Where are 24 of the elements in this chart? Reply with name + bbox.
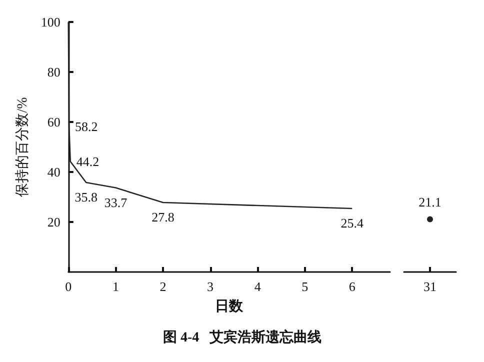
x-tick-label: 4 <box>254 279 262 294</box>
y-axis-title: 保持的百分数/% <box>14 96 30 197</box>
x-axis-title: 日数 <box>215 298 244 314</box>
data-label: 33.7 <box>104 194 128 210</box>
data-label: 35.8 <box>74 190 98 204</box>
data-label: 25.4 <box>340 216 364 230</box>
x-tick-label: 5 <box>302 279 308 294</box>
x-tick-label: 1 <box>112 279 119 294</box>
y-tick-label: 40 <box>47 164 60 180</box>
y-tick-label: 20 <box>47 214 60 230</box>
data-label: 21.1 <box>418 194 442 210</box>
y-tick-label: 60 <box>47 114 60 130</box>
y-tick-label: 80 <box>47 64 60 80</box>
y-tick-label: 100 <box>40 14 60 30</box>
x-tick-label: 6 <box>348 279 356 294</box>
x-tick-label: 0 <box>65 279 72 294</box>
x-tick-label: 3 <box>207 279 214 294</box>
text: 图 4-4 艾宾浩斯遗忘曲线 <box>163 328 322 346</box>
data-label: 58.2 <box>75 119 98 134</box>
data-label: 44.2 <box>76 154 100 169</box>
line-series <box>68 21 353 210</box>
x-tick-label: 2 <box>160 279 166 294</box>
x-tick-label: 31 <box>424 279 436 294</box>
data-label: 27.8 <box>152 210 174 224</box>
